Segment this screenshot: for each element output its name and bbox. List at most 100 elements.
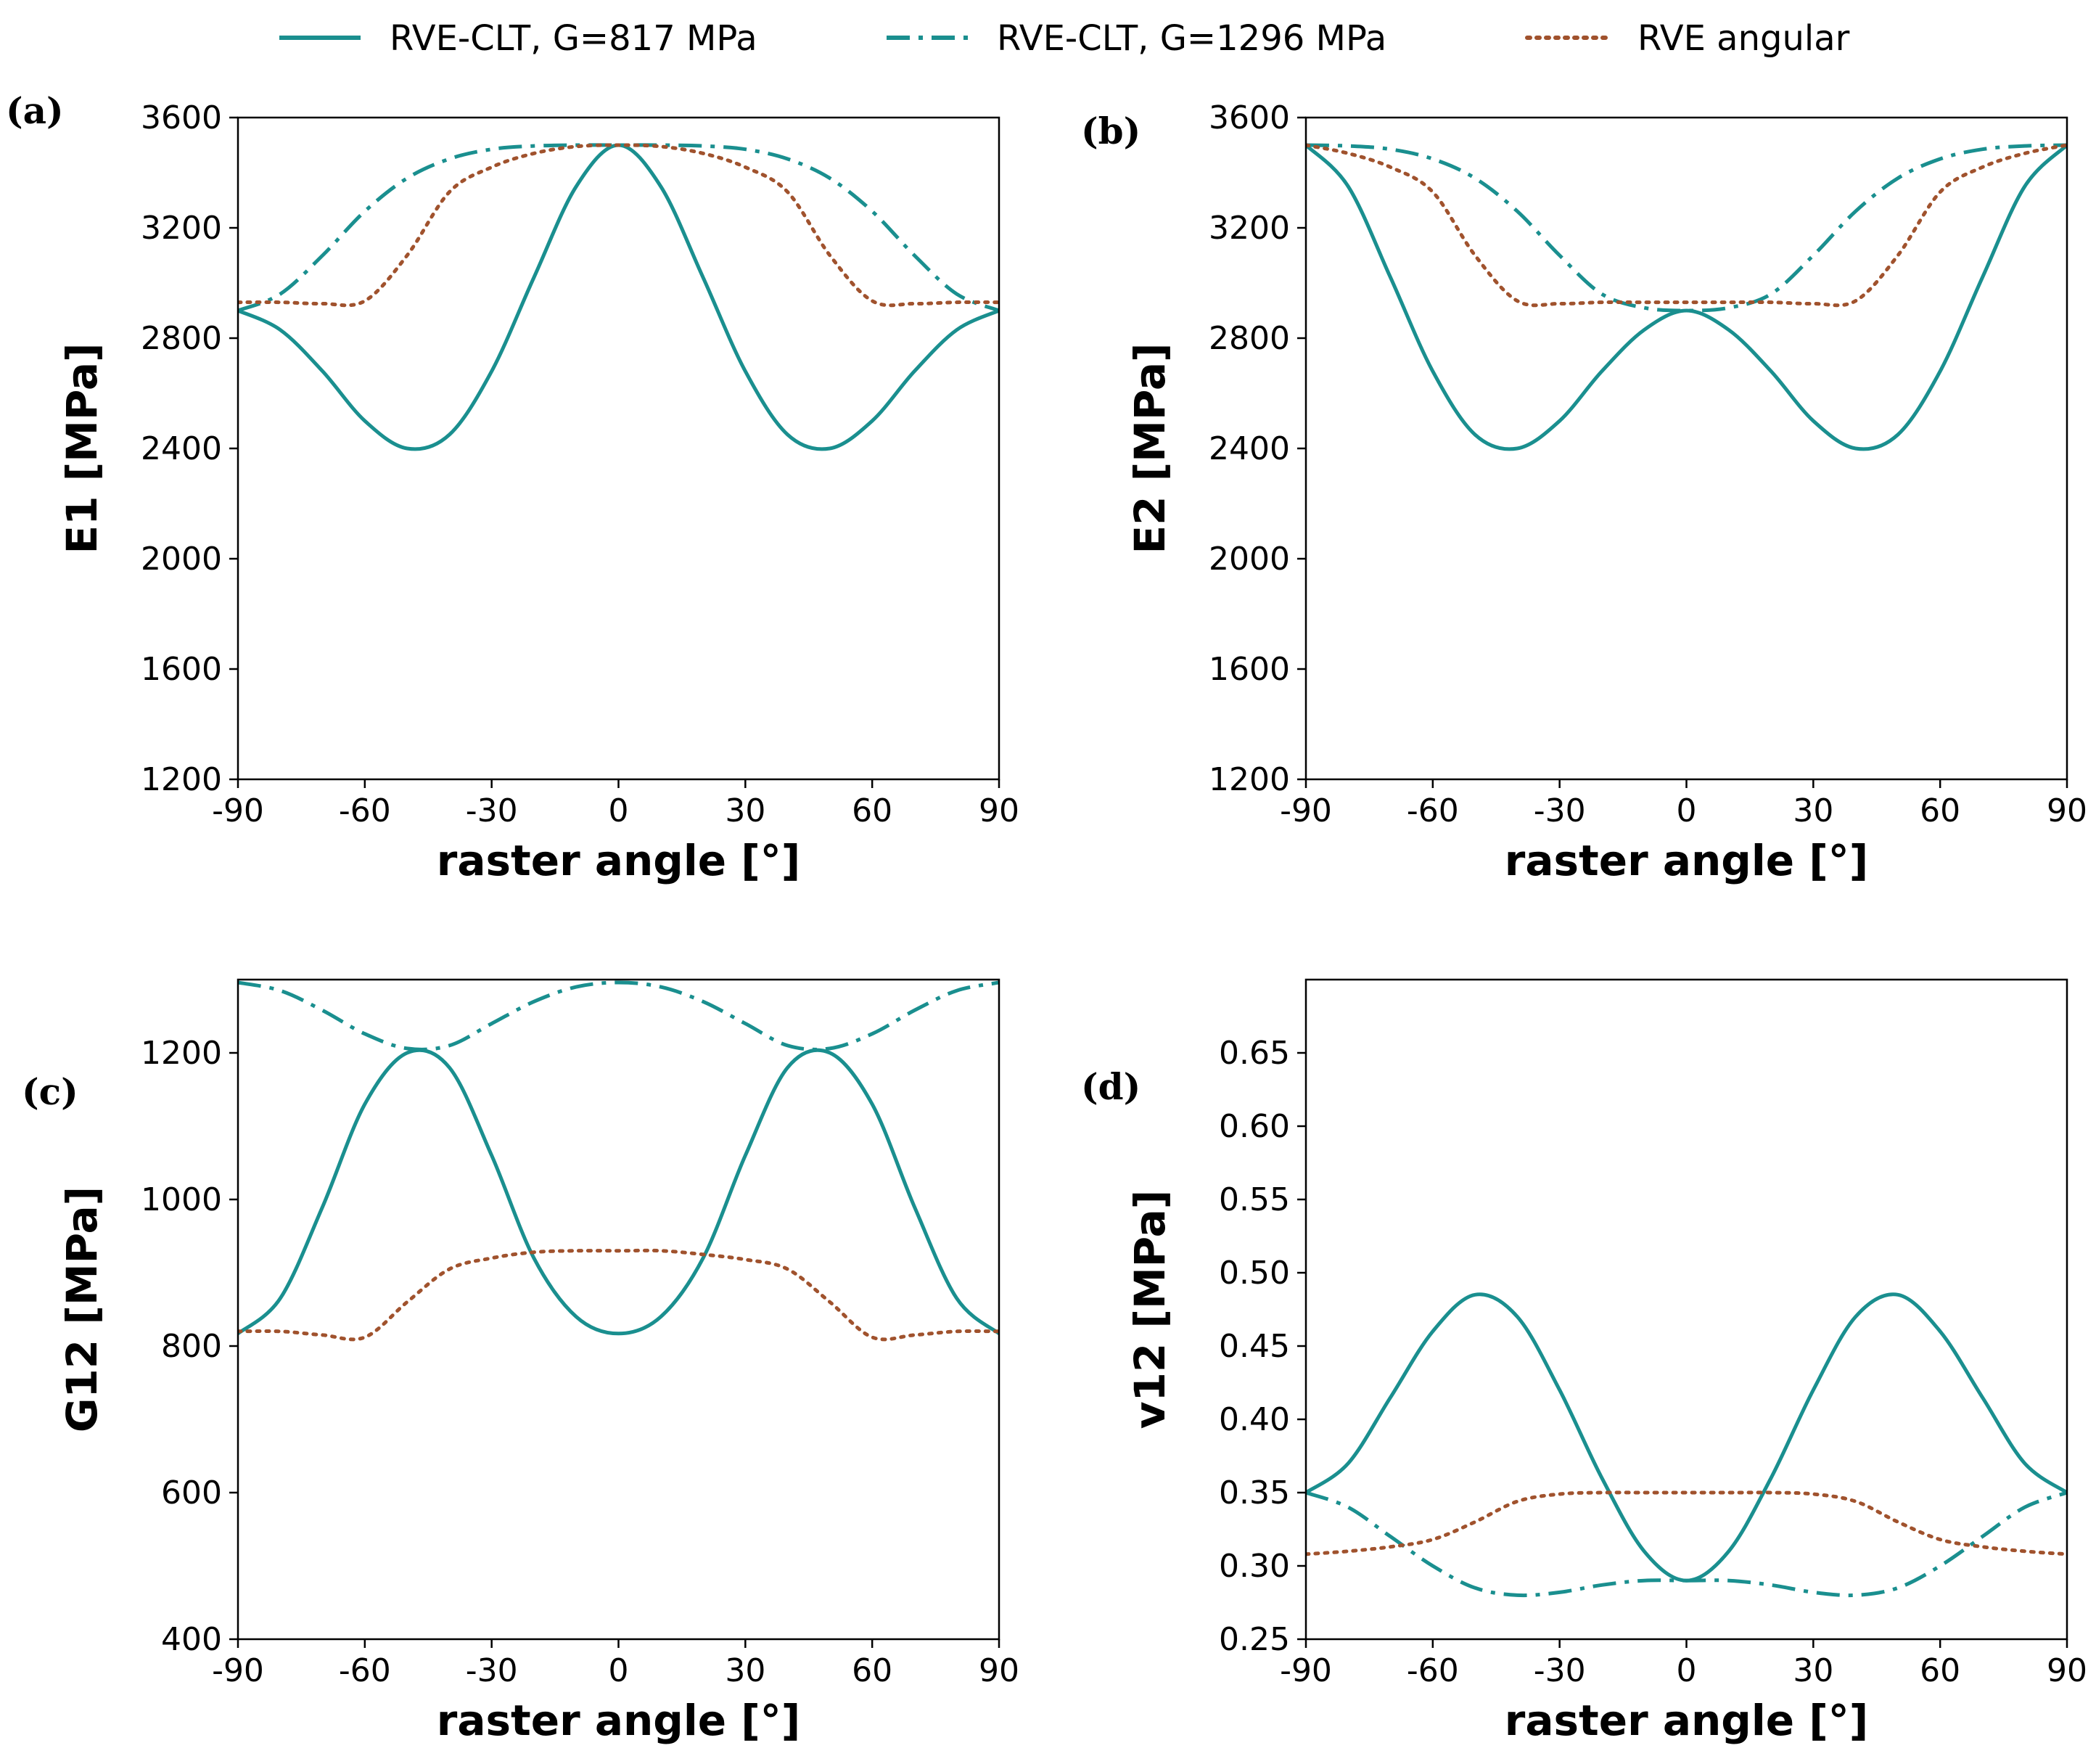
legend-entry-3: RVE angular xyxy=(1525,18,1850,59)
series-group xyxy=(1306,1292,2067,1598)
panel-label: (c) xyxy=(22,1070,78,1113)
y-tick-label: 1200 xyxy=(141,1035,222,1072)
x-tick-label: -90 xyxy=(1280,1652,1332,1689)
panel-d: -90 -60 -30 0 30 60 90 0.25 0.30 0.35 0.40 0.45 0.50… xyxy=(1081,978,2087,1745)
x-tick-label: 0 xyxy=(1677,792,1697,829)
y-tick-label: 600 xyxy=(161,1474,222,1511)
y-tick-label: 1000 xyxy=(141,1181,222,1218)
x-tick-label: 0 xyxy=(609,1652,629,1689)
y-tick-label: 400 xyxy=(161,1621,222,1658)
x-axis-title: raster angle [°] xyxy=(1505,1696,1869,1745)
panel-c: -90 -60 -30 0 30 60 90 400 600 800 1000 1200 raster … xyxy=(22,978,1019,1745)
y-axis-title: v12 [MPa] xyxy=(1125,1190,1175,1429)
series-line-dashdot xyxy=(238,143,999,313)
series-line-solid xyxy=(238,1048,999,1336)
x-tick-label: -30 xyxy=(1534,792,1586,829)
panel-a: -90 -60 -30 0 30 60 90 1200 1600 2000 2400 2800 3200… xyxy=(6,89,1019,885)
y-tick-label: 2000 xyxy=(141,541,222,578)
y-axis-title: G12 [MPa] xyxy=(57,1186,107,1432)
y-tick-label: 0.60 xyxy=(1219,1108,1290,1145)
y-axis-title: E2 [MPa] xyxy=(1125,343,1175,554)
x-tick-label: -90 xyxy=(1280,792,1332,829)
legend-label: RVE angular xyxy=(1637,18,1850,59)
x-tick-label: 90 xyxy=(2047,792,2087,829)
panel-label: (d) xyxy=(1081,1065,1141,1108)
legend-entry-1: RVE-CLT, G=817 MPa xyxy=(279,18,757,59)
x-tick-label: 0 xyxy=(1677,1652,1697,1689)
y-tick-label: 1600 xyxy=(1209,651,1290,688)
x-axis-title: raster angle [°] xyxy=(437,1696,801,1745)
x-tick-label: 30 xyxy=(725,792,765,829)
x-tick-label: -60 xyxy=(339,1652,391,1689)
y-tick-label: 0.50 xyxy=(1219,1255,1290,1292)
y-tick-label: 2800 xyxy=(1209,320,1290,357)
series-group xyxy=(1306,143,2067,451)
y-tick-label: 1600 xyxy=(141,651,222,688)
x-tick-label: 60 xyxy=(852,792,892,829)
series-group xyxy=(238,143,999,451)
panel-b: -90 -60 -30 0 30 60 90 1200 1600 2000 2400 2800 3200… xyxy=(1081,99,2087,885)
series-line-solid xyxy=(1306,1292,2067,1583)
panel-label: (a) xyxy=(6,89,64,132)
x-tick-label: 0 xyxy=(609,792,629,829)
y-tick-label: 1200 xyxy=(1209,761,1290,798)
plot-frame xyxy=(1304,116,2068,781)
y-tick-label: 2000 xyxy=(1209,541,1290,578)
x-tick-label: 60 xyxy=(1920,1652,1960,1689)
series-line-dashdot xyxy=(238,980,999,1051)
y-tick-label: 3600 xyxy=(141,99,222,136)
y-tick-label: 0.55 xyxy=(1219,1181,1290,1218)
series-line-dashdot xyxy=(1306,1490,2067,1598)
y-tick-label: 3600 xyxy=(1209,99,1290,136)
series-line-dotted xyxy=(238,143,999,308)
y-tick-label: 3200 xyxy=(1209,210,1290,247)
y-tick-label: 0.45 xyxy=(1219,1328,1290,1365)
x-tick-label: 30 xyxy=(1793,792,1833,829)
x-tick-label: -90 xyxy=(212,792,264,829)
y-tick-label: 2400 xyxy=(141,430,222,467)
y-tick-label: 0.25 xyxy=(1219,1621,1290,1658)
x-tick-label: 60 xyxy=(852,1652,892,1689)
plot-frame xyxy=(237,978,1000,1641)
x-axis-title: raster angle [°] xyxy=(1505,836,1869,885)
y-tick-label: 0.35 xyxy=(1219,1474,1290,1511)
x-tick-label: -30 xyxy=(466,1652,518,1689)
x-tick-label: 90 xyxy=(979,1652,1019,1689)
series-line-dotted xyxy=(1306,143,2067,308)
plot-frame xyxy=(237,116,1000,781)
y-tick-label: 2400 xyxy=(1209,430,1290,467)
legend-label: RVE-CLT, G=1296 MPa xyxy=(997,18,1386,59)
x-tick-label: 60 xyxy=(1920,792,1960,829)
y-axis-title: E1 [MPa] xyxy=(57,343,107,554)
series-line-solid xyxy=(1306,144,2067,451)
chart-panels: -90 -60 -30 0 30 60 90 1200 1600 2000 2400 2800 3200… xyxy=(6,89,2087,1745)
x-tick-label: 30 xyxy=(725,1652,765,1689)
y-tick-label: 0.65 xyxy=(1219,1035,1290,1072)
series-group xyxy=(238,980,999,1342)
y-tick-label: 2800 xyxy=(141,320,222,357)
x-tick-label: -60 xyxy=(339,792,391,829)
x-tick-label: 90 xyxy=(2047,1652,2087,1689)
x-tick-label: -60 xyxy=(1407,1652,1459,1689)
x-tick-label: -30 xyxy=(466,792,518,829)
y-tick-label: 1200 xyxy=(141,761,222,798)
legend-label: RVE-CLT, G=817 MPa xyxy=(390,18,757,59)
series-line-solid xyxy=(238,143,999,451)
series-line-dotted xyxy=(1306,1490,2067,1556)
x-tick-label: 90 xyxy=(979,792,1019,829)
x-tick-label: -90 xyxy=(212,1652,264,1689)
x-tick-label: -60 xyxy=(1407,792,1459,829)
x-tick-label: 30 xyxy=(1793,1652,1833,1689)
panel-label: (b) xyxy=(1081,110,1141,152)
y-tick-label: 3200 xyxy=(141,210,222,247)
x-tick-label: -30 xyxy=(1534,1652,1586,1689)
y-tick-label: 800 xyxy=(161,1328,222,1365)
y-tick-label: 0.40 xyxy=(1219,1401,1290,1438)
x-axis-title: raster angle [°] xyxy=(437,836,801,885)
legend: RVE-CLT, G=817 MPa RVE-CLT, G=1296 MPa RVE… xyxy=(279,18,1850,59)
legend-entry-2: RVE-CLT, G=1296 MPa xyxy=(887,18,1386,59)
series-line-dotted xyxy=(238,1248,999,1342)
plot-frame xyxy=(1304,978,2068,1641)
series-line-dashdot xyxy=(1306,143,2067,313)
